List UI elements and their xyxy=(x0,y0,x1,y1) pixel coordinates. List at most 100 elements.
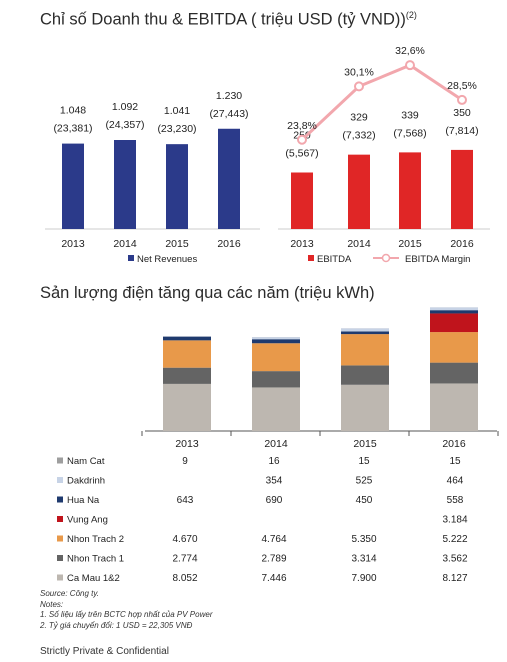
table-row-swatch xyxy=(57,457,63,464)
margin-legend-marker xyxy=(381,253,391,263)
table-row-swatch xyxy=(57,477,63,483)
production-bar-segment xyxy=(430,383,478,431)
production-bar-segment xyxy=(341,334,389,366)
table-cell: 354 xyxy=(266,476,283,487)
revenue-vnd-label: (24,357) xyxy=(105,119,144,131)
ebitda-vnd-label: (7,814) xyxy=(445,125,478,137)
table-cell: 3.314 xyxy=(351,554,376,565)
revenue-legend-swatch xyxy=(128,255,134,261)
table-row-label: Dakdrinh xyxy=(67,476,105,487)
margin-value-label: 28,5% xyxy=(447,80,477,92)
table-cell: 643 xyxy=(177,495,194,506)
production-year-tick: 2016 xyxy=(442,438,466,450)
table-cell: 15 xyxy=(449,456,461,467)
production-bar-segment xyxy=(252,339,300,344)
note-2: 2. Tỷ giá chuyển đổi: 1 USD = 22,305 VNĐ xyxy=(40,620,193,630)
notes-heading: Notes: xyxy=(40,599,64,609)
margin-line xyxy=(300,63,463,141)
revenue-year-tick: 2014 xyxy=(113,238,137,250)
revenue-value-label: 1.041 xyxy=(164,105,190,117)
table-cell: 2.789 xyxy=(261,554,286,565)
production-bar-segment xyxy=(252,337,300,340)
table-cell: 4.764 xyxy=(261,534,286,545)
production-bar-segment xyxy=(430,307,478,311)
ebitda-value-label: 350 xyxy=(453,107,471,119)
revenue-ebitda-title: Chỉ số Doanh thu & EBITDA ( triệu USD (t… xyxy=(40,10,417,29)
production-bar-segment xyxy=(341,328,389,332)
margin-point xyxy=(405,60,415,71)
ebitda-value-label: 339 xyxy=(401,109,419,121)
table-cell: 8.127 xyxy=(442,573,467,584)
table-row-label: Nhon Trach 1 xyxy=(67,554,124,565)
ebitda-bar xyxy=(291,172,313,229)
table-row-swatch xyxy=(57,574,63,581)
notes-block: Source: Công ty. Notes: 1. Số liệu lấy t… xyxy=(40,589,212,631)
revenue-value-label: 1.048 xyxy=(60,105,86,117)
ebitda-bar xyxy=(451,149,473,229)
table-cell: 3.184 xyxy=(442,515,467,526)
production-bar-segment xyxy=(341,365,389,385)
revenue-vnd-label: (23,381) xyxy=(53,123,92,135)
production-bar-segment xyxy=(341,384,389,431)
revenue-bar xyxy=(114,140,136,229)
table-row-swatch xyxy=(57,496,63,503)
production-bar-segment xyxy=(430,313,478,333)
note-1: 1. Số liệu lấy trên BCTC hợp nhất của PV… xyxy=(40,610,213,619)
production-bar-segment xyxy=(163,383,211,431)
table-row-swatch xyxy=(57,535,63,542)
production-bar-segment xyxy=(252,387,300,431)
table-cell: 525 xyxy=(356,476,373,487)
ebitda-value-label: 329 xyxy=(350,112,368,124)
table-cell: 9 xyxy=(182,456,188,467)
margin-value-label: 23,8% xyxy=(287,120,317,132)
production-year-tick: 2014 xyxy=(264,438,288,450)
source-note: Source: Công ty. xyxy=(40,589,99,598)
ebitda-bar xyxy=(399,152,421,229)
table-row-label: Nam Cat xyxy=(67,456,105,467)
ebitda-vnd-label: (7,568) xyxy=(393,127,426,139)
production-bar-segment xyxy=(252,371,300,388)
ebitda-year-tick: 2016 xyxy=(450,238,474,250)
table-row-swatch xyxy=(57,555,63,561)
margin-value-label: 30,1% xyxy=(344,66,374,78)
ebitda-legend-swatch xyxy=(308,255,314,261)
table-cell: 8.052 xyxy=(172,573,197,584)
table-cell: 5.222 xyxy=(442,534,467,545)
production-bar-segment xyxy=(430,362,478,384)
margin-legend-label: EBITDA Margin xyxy=(405,254,470,265)
margin-value-label: 32,6% xyxy=(395,45,425,57)
revenue-year-tick: 2016 xyxy=(217,238,241,250)
revenue-value-label: 1.092 xyxy=(112,101,138,113)
table-cell: 7.900 xyxy=(351,573,376,584)
production-bar-segment xyxy=(163,336,211,341)
table-row-label: Ca Mau 1&2 xyxy=(67,573,120,584)
table-cell: 15 xyxy=(358,456,370,467)
revenue-year-tick: 2015 xyxy=(165,238,189,250)
ebitda-bar xyxy=(348,154,370,229)
table-cell: 2.774 xyxy=(172,554,197,565)
table-cell: 464 xyxy=(447,476,464,487)
table-row-label: Hua Na xyxy=(67,495,100,506)
revenue-value-label: 1.230 xyxy=(216,90,242,102)
margin-point xyxy=(354,81,364,92)
table-row-swatch xyxy=(57,516,63,522)
confidential-footer: Strictly Private & Confidential xyxy=(40,646,169,657)
table-cell: 4.670 xyxy=(172,534,197,545)
ebitda-vnd-label: (5,567) xyxy=(285,148,318,160)
production-bar-segment xyxy=(341,331,389,335)
table-row-label: Nhon Trach 2 xyxy=(67,534,124,545)
revenue-vnd-label: (27,443) xyxy=(209,108,248,120)
revenue-bar xyxy=(62,143,84,229)
table-cell: 3.562 xyxy=(442,554,467,565)
production-bar-segment xyxy=(430,310,478,314)
production-year-tick: 2015 xyxy=(353,438,377,450)
revenue-bar xyxy=(166,144,188,229)
margin-point xyxy=(297,134,307,145)
revenue-bar xyxy=(218,128,240,229)
revenue-vnd-label: (23,230) xyxy=(157,123,196,135)
table-cell: 690 xyxy=(266,495,283,506)
table-cell: 5.350 xyxy=(351,534,376,545)
power-output-title: Sản lượng điện tăng qua các năm (triệu k… xyxy=(40,284,375,302)
ebitda-legend-label: EBITDA xyxy=(317,254,352,265)
